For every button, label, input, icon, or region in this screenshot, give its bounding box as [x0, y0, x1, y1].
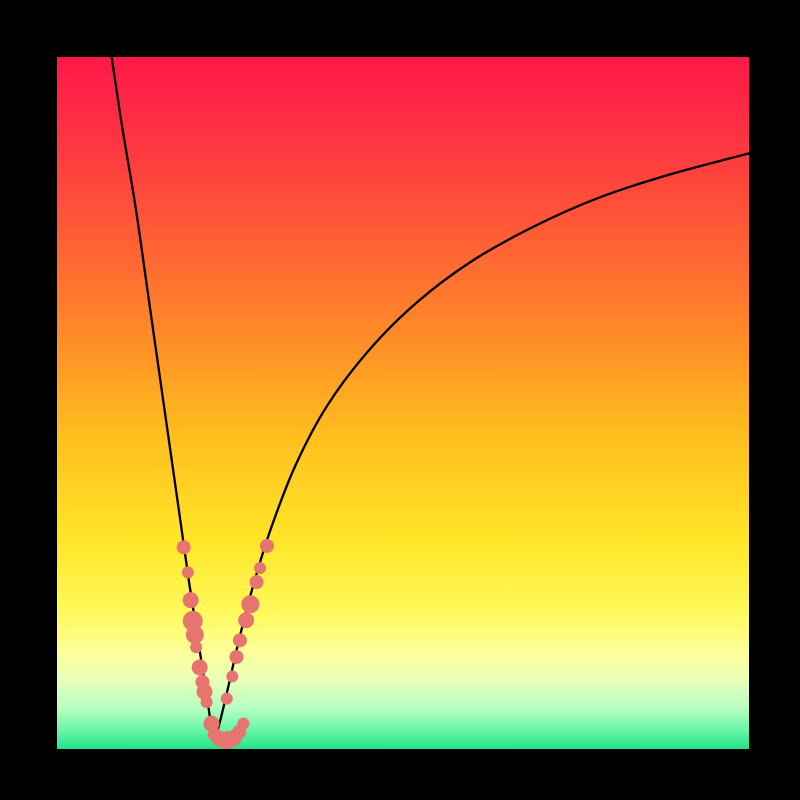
- scatter-point: [192, 659, 208, 675]
- scatter-point: [177, 540, 191, 554]
- scatter-point: [241, 595, 259, 613]
- scatter-point: [190, 641, 202, 653]
- chart-container: [0, 0, 800, 800]
- scatter-point: [221, 693, 233, 705]
- scatter-point: [183, 592, 199, 608]
- scatter-point: [254, 562, 266, 574]
- chart-root: TheBottleneck.com: [0, 0, 800, 800]
- scatter-point: [237, 718, 249, 730]
- plot-background: [56, 56, 750, 750]
- scatter-point: [260, 539, 274, 553]
- scatter-point: [201, 696, 213, 708]
- scatter-point: [226, 670, 238, 682]
- scatter-point: [250, 575, 264, 589]
- scatter-point: [182, 566, 194, 578]
- scatter-point: [238, 612, 254, 628]
- scatter-point: [186, 626, 204, 644]
- chart-svg: [0, 0, 800, 800]
- scatter-point: [229, 650, 243, 664]
- scatter-point: [233, 633, 247, 647]
